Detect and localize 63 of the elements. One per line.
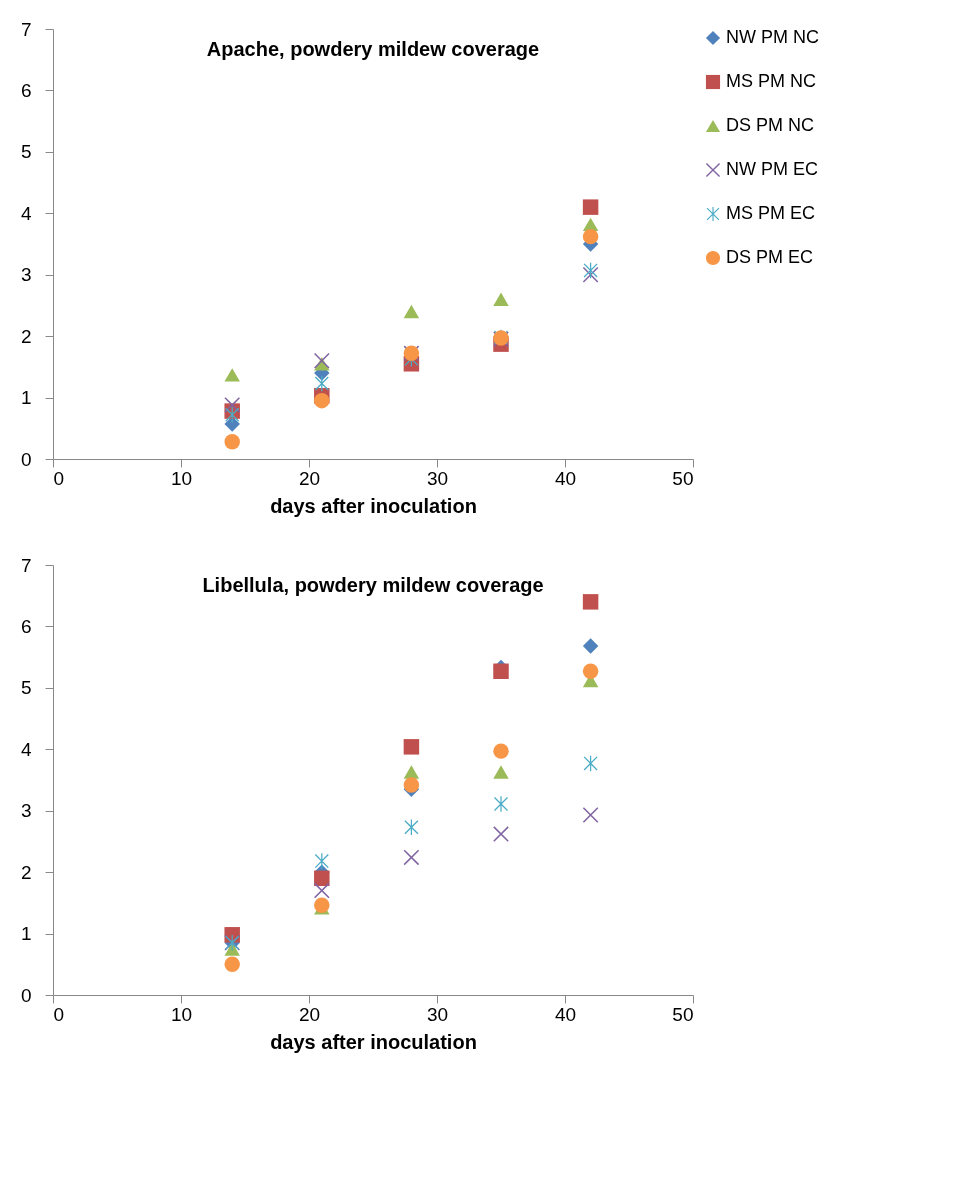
y-tick-label: 3 bbox=[20, 264, 32, 286]
x-tick-label: 20 bbox=[298, 1003, 321, 1025]
point bbox=[403, 739, 420, 755]
chart-title: Libellula, powdery mildew coverage bbox=[202, 574, 544, 596]
legend-label: DS PM NC bbox=[726, 115, 815, 135]
y-tick-label: 6 bbox=[20, 79, 32, 101]
point bbox=[314, 392, 330, 409]
legend-label: DS PM EC bbox=[726, 247, 814, 267]
x-tick-label: 10 bbox=[170, 467, 193, 489]
x-tick-label: 0 bbox=[53, 1003, 65, 1025]
y-tick-label: 5 bbox=[20, 677, 32, 699]
x-tick-label: 50 bbox=[672, 467, 694, 489]
point bbox=[314, 897, 330, 914]
legend-label: MS PM EC bbox=[726, 203, 816, 223]
point bbox=[493, 743, 509, 759]
legend-label: NW PM NC bbox=[726, 27, 819, 47]
x-tick-label: 20 bbox=[298, 467, 321, 489]
point bbox=[224, 368, 240, 382]
point bbox=[314, 375, 329, 392]
y-tick-label: 2 bbox=[20, 325, 32, 347]
point bbox=[493, 292, 509, 306]
x-tick-label: 30 bbox=[426, 1003, 449, 1025]
y-tick-label: 1 bbox=[20, 923, 32, 945]
y-tick-label: 4 bbox=[20, 202, 32, 224]
y-tick-label: 0 bbox=[20, 984, 32, 1006]
point bbox=[493, 826, 509, 842]
x-tick-label: 40 bbox=[554, 1003, 577, 1025]
y-tick-label: 7 bbox=[20, 18, 32, 40]
point bbox=[582, 199, 599, 215]
legend-label: MS PM NC bbox=[726, 71, 816, 91]
point bbox=[493, 663, 509, 680]
y-tick-label: 7 bbox=[20, 554, 32, 576]
x-tick-label: 50 bbox=[672, 1003, 694, 1025]
y-tick-label: 2 bbox=[20, 861, 32, 883]
y-tick-label: 4 bbox=[20, 738, 32, 760]
y-tick-label: 3 bbox=[20, 800, 32, 822]
point bbox=[404, 819, 419, 836]
point bbox=[224, 434, 240, 450]
point bbox=[582, 638, 599, 654]
point bbox=[582, 594, 599, 610]
point bbox=[582, 228, 599, 245]
point bbox=[314, 853, 329, 869]
y-tick-label: 1 bbox=[20, 387, 32, 409]
point bbox=[494, 796, 508, 812]
point bbox=[403, 304, 420, 319]
y-tick-label: 6 bbox=[20, 615, 32, 637]
y-tick-label: 0 bbox=[20, 448, 32, 470]
point bbox=[314, 870, 330, 887]
x-tick-label: 40 bbox=[554, 467, 577, 489]
x-axis-title: days after inoculation bbox=[270, 1030, 477, 1053]
point bbox=[493, 765, 509, 779]
x-tick-label: 30 bbox=[426, 467, 449, 489]
x-tick-label: 10 bbox=[170, 1003, 193, 1025]
point bbox=[224, 956, 240, 973]
legend-label: NW PM EC bbox=[726, 159, 818, 179]
x-axis-title: days after inoculation bbox=[270, 494, 477, 517]
point bbox=[403, 849, 420, 866]
point bbox=[582, 663, 599, 679]
x-tick-label: 0 bbox=[53, 467, 65, 489]
point bbox=[403, 777, 420, 793]
point bbox=[314, 882, 330, 899]
chart-title: Apache, powdery mildew coverage bbox=[206, 38, 540, 60]
y-tick-label: 5 bbox=[20, 141, 32, 163]
